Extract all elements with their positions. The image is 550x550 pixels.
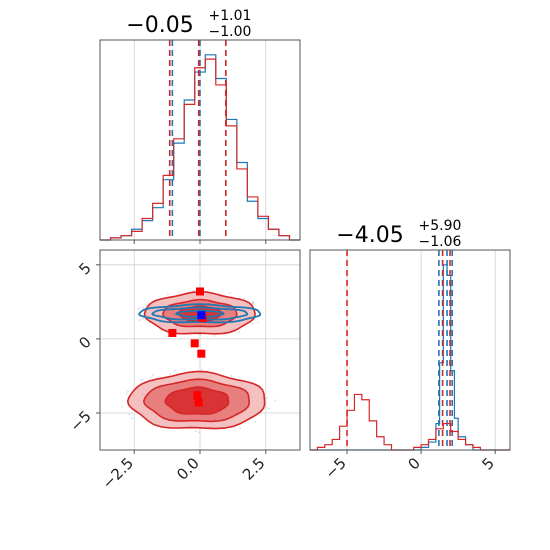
sample-dot <box>198 431 201 434</box>
hist-x-title-value: −0.05 <box>126 13 193 38</box>
blue-point-marker <box>197 311 206 320</box>
sample-dot <box>230 374 232 377</box>
hist-y-title-lower-err: −1.06 <box>419 234 462 250</box>
sample-dot <box>127 390 129 393</box>
sample-dot <box>140 318 143 321</box>
sample-dot <box>257 321 259 324</box>
hist-y-series-0-step <box>310 264 510 451</box>
sample-dot <box>254 420 257 423</box>
sample-dot <box>145 304 147 307</box>
sample-dot <box>238 331 241 333</box>
hist-y-x-tick-label: −5 <box>321 454 349 482</box>
scatter-contour-panel: −2.5 0.0 2.5 −5 0 5 <box>66 249 301 493</box>
sample-dot <box>265 397 268 399</box>
sample-dot <box>252 322 254 325</box>
hist-y-title-upper-err: +5.90 <box>419 218 462 234</box>
sample-dot <box>140 379 142 381</box>
hist-y-series-1-step <box>310 393 510 451</box>
sample-dot <box>138 306 141 309</box>
sample-dot <box>243 297 245 299</box>
scatter-x-tick-label: −2.5 <box>99 454 137 492</box>
sample-dot <box>137 308 139 310</box>
red-point-marker <box>197 349 206 358</box>
sample-dot <box>267 407 270 410</box>
sample-dot <box>152 374 154 376</box>
sample-dot <box>142 317 145 320</box>
hist-x-title-lower-err: −1.00 <box>209 24 252 40</box>
blue-contour-level0 <box>138 303 262 324</box>
sample-dot <box>142 378 144 381</box>
sample-dot <box>229 292 232 294</box>
histogram-panel-x: −0.05 +1.01−1.00 <box>99 8 301 244</box>
hist-y-x-tick-label: 0 <box>404 454 423 473</box>
sample-dot <box>213 335 215 337</box>
red-point-marker <box>194 398 203 407</box>
sample-dot <box>121 405 123 408</box>
sample-dot <box>125 392 128 395</box>
sample-dot <box>173 370 176 372</box>
scatter-y-tick-label: 5 <box>75 259 94 278</box>
sample-dot <box>174 369 177 371</box>
histogram-panel-y: −5 0 5 −4.05 +5.90−1.06 <box>309 218 511 482</box>
sample-dot <box>251 302 254 305</box>
red-point-marker <box>168 328 177 337</box>
sample-dot <box>265 406 267 409</box>
sample-dot <box>167 293 169 295</box>
sample-dot <box>192 289 195 292</box>
scatter-y-tick-label: 0 <box>75 333 94 352</box>
sample-dot <box>128 413 131 416</box>
sample-dot <box>194 430 197 433</box>
sample-dot <box>138 319 141 322</box>
hist-x-title-upper-err: +1.01 <box>209 8 252 24</box>
sample-dot <box>274 399 276 402</box>
hist-x-series-1-step <box>100 58 300 241</box>
sample-dot <box>252 300 255 302</box>
scatter-x-tick-label: 0.0 <box>173 454 203 484</box>
sample-dot <box>239 427 241 429</box>
blue-contour-level2 <box>175 309 225 318</box>
red-point-marker <box>190 339 199 348</box>
red-point-marker <box>193 391 202 400</box>
scatter-x-tick-label: 2.5 <box>239 454 269 484</box>
sample-dot <box>178 291 181 294</box>
sample-dot <box>201 368 203 371</box>
sample-dot <box>130 417 133 419</box>
hist-y-frame <box>309 249 511 451</box>
hist-y-title-value: −4.05 <box>336 223 403 248</box>
sample-dot <box>142 306 144 309</box>
hist-y-x-tick-label: 5 <box>479 454 498 473</box>
sample-dot <box>199 334 202 336</box>
red-point-marker <box>196 287 204 296</box>
scatter-y-tick-label: −5 <box>66 407 94 435</box>
sample-dot <box>231 295 233 298</box>
sample-dot <box>169 373 171 375</box>
blue-contour-level1 <box>151 306 249 321</box>
